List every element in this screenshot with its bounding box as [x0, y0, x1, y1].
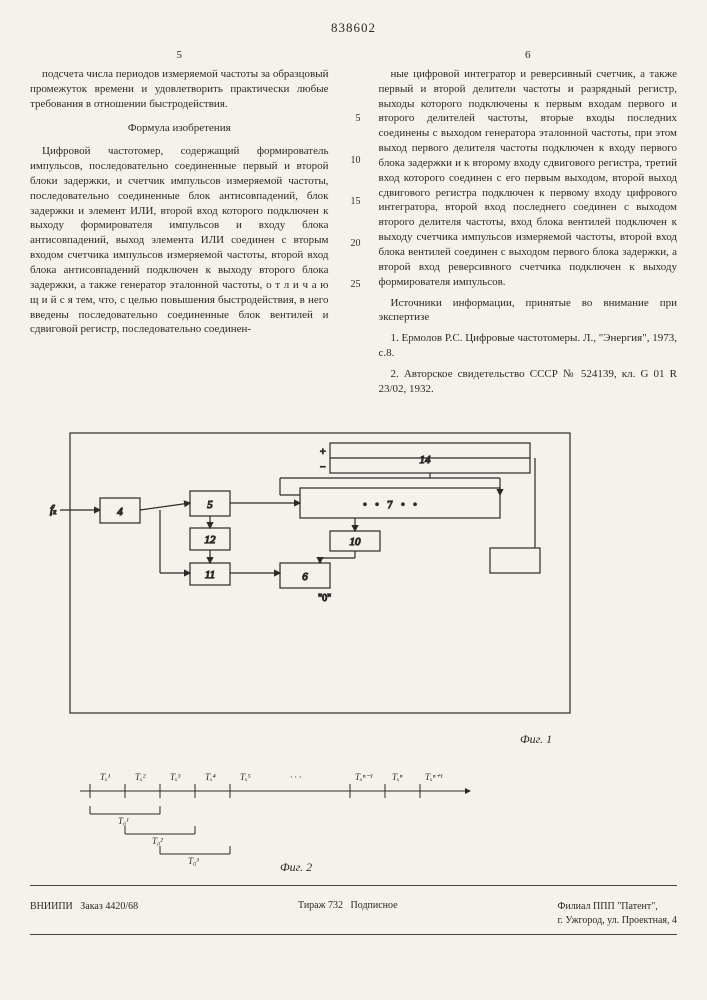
fx-label: fₓ [50, 502, 57, 516]
t-top-1: Tₓ¹ [100, 772, 111, 782]
fig1-svg: + − 14 fₓ 4 5 • • 7 • • 12 11 [30, 423, 590, 753]
ln-5: 5 [347, 112, 361, 126]
t-top-2: Tₓ² [135, 772, 146, 782]
page-number: 838602 [30, 20, 677, 36]
block-14-label: 14 [420, 454, 432, 466]
block-4-label: 4 [117, 506, 123, 518]
fig2-label: Фиг. 2 [280, 860, 312, 874]
t-top-3: Tₓ³ [170, 772, 181, 782]
t-top-np1: Tₓⁿ⁺¹ [425, 772, 443, 782]
t-top-dots: · · · [290, 772, 301, 782]
block-5-label: 5 [207, 499, 213, 511]
figure-2: Tₓ¹ Tₓ² Tₓ³ Tₓ⁴ Tₓ⁵ · · · Tₓⁿ⁻¹ Tₓⁿ Tₓⁿ⁺… [70, 766, 677, 879]
footer-divider [30, 885, 677, 886]
t0-2: T₀² [152, 836, 163, 846]
footer: ВНИИПИ Заказ 4420/68 Тираж 732 Подписное… [30, 900, 677, 928]
right-column: 6 ные цифровой интегратор и реверсивный … [379, 48, 678, 403]
footer-tirazh: Тираж 732 [298, 900, 343, 911]
col-num-right: 6 [379, 48, 678, 63]
t0-3: T₀³ [188, 856, 199, 866]
col-num-left: 5 [30, 48, 329, 63]
footer-center: Тираж 732 Подписное [298, 900, 398, 928]
footer-sub: Подписное [351, 900, 398, 911]
text-columns: 5 подсчета числа периодов измеряемой час… [30, 48, 677, 403]
figure-1: + − 14 fₓ 4 5 • • 7 • • 12 11 [30, 423, 677, 756]
footer-left: ВНИИПИ Заказ 4420/68 [30, 900, 138, 928]
t-top-4: Tₓ⁴ [205, 772, 216, 782]
block-7-dots: • • 7 • • [363, 499, 417, 511]
minus-label: − [320, 462, 326, 473]
line-numbers: 5 10 15 20 25 [347, 48, 361, 403]
source-1: 1. Ермолов Р.С. Цифровые частотомеры. Л.… [379, 331, 678, 361]
block-11-label: 11 [205, 569, 215, 581]
intro-para: подсчета числа периодов измеряемой часто… [30, 67, 329, 112]
t-top-n: Tₓⁿ [392, 772, 403, 782]
footer-right: Филиал ППП "Патент", г. Ужгород, ул. Про… [557, 900, 677, 928]
ln-20: 20 [347, 237, 361, 251]
footer-org: ВНИИПИ [30, 901, 73, 912]
sources-title: Источники информации, принятые во вниман… [379, 296, 678, 326]
plus-label: + [320, 447, 326, 458]
block-10-label: 10 [350, 536, 362, 548]
left-column: 5 подсчета числа периодов измеряемой час… [30, 48, 329, 403]
t-top-5: Tₓ⁵ [240, 772, 251, 782]
claim-text: Цифровой частотомер, содержащий формиров… [30, 144, 329, 337]
ln-10: 10 [347, 154, 361, 168]
block-6-label: 6 [302, 571, 308, 583]
right-text: ные цифровой интегратор и реверсивный сч… [379, 67, 678, 290]
source-2: 2. Авторское свидетельство СССР № 524139… [379, 367, 678, 397]
zero-label: "0" [318, 593, 331, 604]
ln-15: 15 [347, 195, 361, 209]
t-top-n1: Tₓⁿ⁻¹ [355, 772, 373, 782]
footer-branch: Филиал ППП "Патент", [557, 900, 677, 914]
footer-divider-2 [30, 934, 677, 935]
t0-1: T₀¹ [118, 816, 129, 826]
fig1-label: Фиг. 1 [520, 732, 552, 746]
footer-order: Заказ 4420/68 [80, 901, 138, 912]
footer-addr: г. Ужгород, ул. Проектная, 4 [557, 914, 677, 928]
ln-25: 25 [347, 278, 361, 292]
block-12-label: 12 [205, 534, 217, 546]
fig2-svg: Tₓ¹ Tₓ² Tₓ³ Tₓ⁴ Tₓ⁵ · · · Tₓⁿ⁻¹ Tₓⁿ Tₓⁿ⁺… [70, 766, 490, 876]
formula-title: Формула изобретения [30, 121, 329, 136]
